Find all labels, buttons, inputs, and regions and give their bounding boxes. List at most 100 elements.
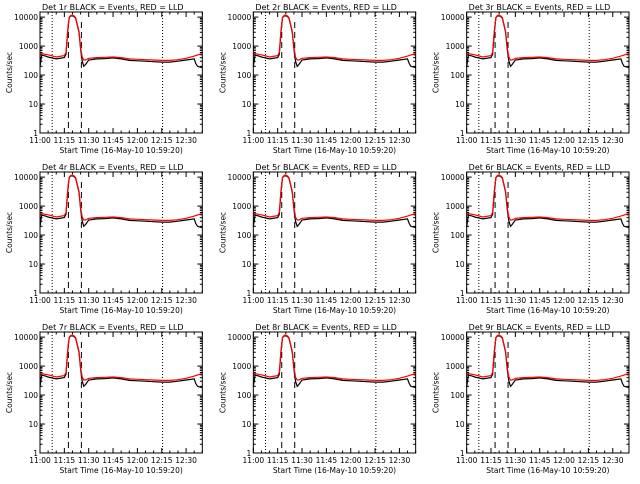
x-axis-label: Start Time (16-May-10 10:59:20) xyxy=(486,306,609,315)
x-tick-label: 12:30 xyxy=(175,296,197,305)
x-tick-label: 12:00 xyxy=(340,136,362,145)
x-tick-label: 12:00 xyxy=(127,296,149,305)
x-tick-label: 12:15 xyxy=(151,136,173,145)
panel-title: Det 4r BLACK = Events, RED = LLD xyxy=(42,163,184,172)
y-tick-label: 1000 xyxy=(446,42,465,51)
plot-frame xyxy=(466,331,630,454)
panel-det-1: Det 1r BLACK = Events, RED = LLD 1 10 100 10… xyxy=(5,3,203,155)
x-axis-label: Start Time (16-May-10 10:59:20) xyxy=(486,466,609,475)
x-tick-label: 12:30 xyxy=(175,456,197,465)
panel-det-8: Det 8r BLACK = Events, RED = LLD 1 10 100 10… xyxy=(218,323,417,475)
y-axis-label: Counts/sec xyxy=(218,372,227,413)
y-tick-label: 10 xyxy=(242,100,252,109)
x-tick-label: 12:00 xyxy=(553,136,575,145)
y-tick-label: 1 xyxy=(460,449,465,458)
y-tick-label: 10 xyxy=(28,420,38,429)
panel-title: Det 8r BLACK = Events, RED = LLD xyxy=(255,323,397,332)
x-tick-label: 12:15 xyxy=(151,456,173,465)
x-tick-label: 12:30 xyxy=(389,456,411,465)
x-tick-label: 12:30 xyxy=(602,296,624,305)
x-tick-label: 12:15 xyxy=(578,456,600,465)
panel-det-9: Det 9r BLACK = Events, RED = LLD 1 10 100 10… xyxy=(432,323,630,475)
y-tick-label: 100 xyxy=(450,71,465,80)
x-tick-label: 11:30 xyxy=(505,296,527,305)
x-tick-label: 12:00 xyxy=(553,456,575,465)
series-events-line xyxy=(252,335,416,389)
y-tick-label: 1000 xyxy=(446,362,465,371)
x-tick-label: 12:15 xyxy=(578,296,600,305)
x-tick-label: 12:15 xyxy=(578,136,600,145)
y-tick-label: 100 xyxy=(450,231,465,240)
x-tick-label: 11:45 xyxy=(102,136,124,145)
panel-title: Det 7r BLACK = Events, RED = LLD xyxy=(42,323,184,332)
plot-frame xyxy=(252,11,417,134)
panel-det-4: Det 4r BLACK = Events, RED = LLD 1 10 100 10… xyxy=(5,163,203,315)
x-axis-label: Start Time (16-May-10 10:59:20) xyxy=(273,466,396,475)
x-tick-label: 11:45 xyxy=(529,136,551,145)
x-tick-label: 11:00 xyxy=(456,456,478,465)
x-tick-label: 11:45 xyxy=(529,456,551,465)
panel-title: Det 9r BLACK = Events, RED = LLD xyxy=(469,323,611,332)
plot-frame xyxy=(39,331,203,454)
x-tick-label: 12:15 xyxy=(364,456,386,465)
y-tick-label: 1000 xyxy=(19,42,38,51)
y-axis-label: Counts/sec xyxy=(5,212,14,253)
y-axis-label: Counts/sec xyxy=(5,372,14,413)
x-tick-label: 11:00 xyxy=(456,136,478,145)
plot-frame xyxy=(466,11,630,134)
y-tick-label: 10000 xyxy=(441,13,465,22)
y-tick-label: 10000 xyxy=(227,13,251,22)
x-tick-label: 11:45 xyxy=(316,456,338,465)
panel-title: Det 2r BLACK = Events, RED = LLD xyxy=(255,3,397,12)
x-tick-label: 11:15 xyxy=(267,296,289,305)
panel-det-6: Det 6r BLACK = Events, RED = LLD 1 10 100 10… xyxy=(432,163,630,315)
x-tick-label: 11:15 xyxy=(480,136,502,145)
x-tick-label: 11:30 xyxy=(291,136,313,145)
x-tick-label: 12:00 xyxy=(340,456,362,465)
panel-title: Det 5r BLACK = Events, RED = LLD xyxy=(255,163,397,172)
series-events-line xyxy=(466,175,630,229)
y-tick-label: 100 xyxy=(237,391,252,400)
y-axis-label: Counts/sec xyxy=(218,212,227,253)
plot-frame xyxy=(252,331,417,454)
y-tick-label: 10000 xyxy=(441,173,465,182)
x-tick-label: 11:15 xyxy=(480,456,502,465)
y-tick-label: 1000 xyxy=(232,362,251,371)
x-tick-label: 11:00 xyxy=(243,456,265,465)
y-axis-label: Counts/sec xyxy=(432,212,441,253)
plot-frame xyxy=(39,171,203,294)
x-tick-label: 12:15 xyxy=(151,296,173,305)
y-tick-label: 10 xyxy=(242,260,252,269)
y-tick-label: 10 xyxy=(28,260,38,269)
series-lld-line xyxy=(253,14,416,61)
x-tick-label: 12:30 xyxy=(602,456,624,465)
x-tick-label: 11:45 xyxy=(316,136,338,145)
y-tick-label: 10 xyxy=(455,420,465,429)
panel-det-3: Det 3r BLACK = Events, RED = LLD 1 10 100 10… xyxy=(432,3,630,155)
y-tick-label: 1 xyxy=(247,129,252,138)
panel-title: Det 3r BLACK = Events, RED = LLD xyxy=(469,3,611,12)
x-tick-label: 12:30 xyxy=(389,136,411,145)
x-tick-label: 11:30 xyxy=(505,456,527,465)
y-tick-label: 10000 xyxy=(14,333,38,342)
x-axis-label: Start Time (16-May-10 10:59:20) xyxy=(60,306,183,315)
y-tick-label: 1 xyxy=(247,289,252,298)
y-tick-label: 1000 xyxy=(19,362,38,371)
x-axis-label: Start Time (16-May-10 10:59:20) xyxy=(273,146,396,155)
series-lld-line xyxy=(253,334,416,381)
x-tick-label: 11:30 xyxy=(291,456,313,465)
y-tick-label: 100 xyxy=(237,71,252,80)
x-tick-label: 11:30 xyxy=(78,456,100,465)
y-tick-label: 1 xyxy=(247,449,252,458)
series-events-line xyxy=(466,335,630,389)
x-tick-label: 11:30 xyxy=(291,296,313,305)
x-axis-label: Start Time (16-May-10 10:59:20) xyxy=(273,306,396,315)
x-tick-label: 11:00 xyxy=(29,296,51,305)
y-axis-label: Counts/sec xyxy=(432,52,441,93)
y-tick-label: 1 xyxy=(460,289,465,298)
y-tick-label: 10000 xyxy=(227,173,251,182)
x-tick-label: 12:00 xyxy=(127,136,149,145)
x-tick-label: 12:30 xyxy=(389,296,411,305)
y-tick-label: 100 xyxy=(24,231,39,240)
